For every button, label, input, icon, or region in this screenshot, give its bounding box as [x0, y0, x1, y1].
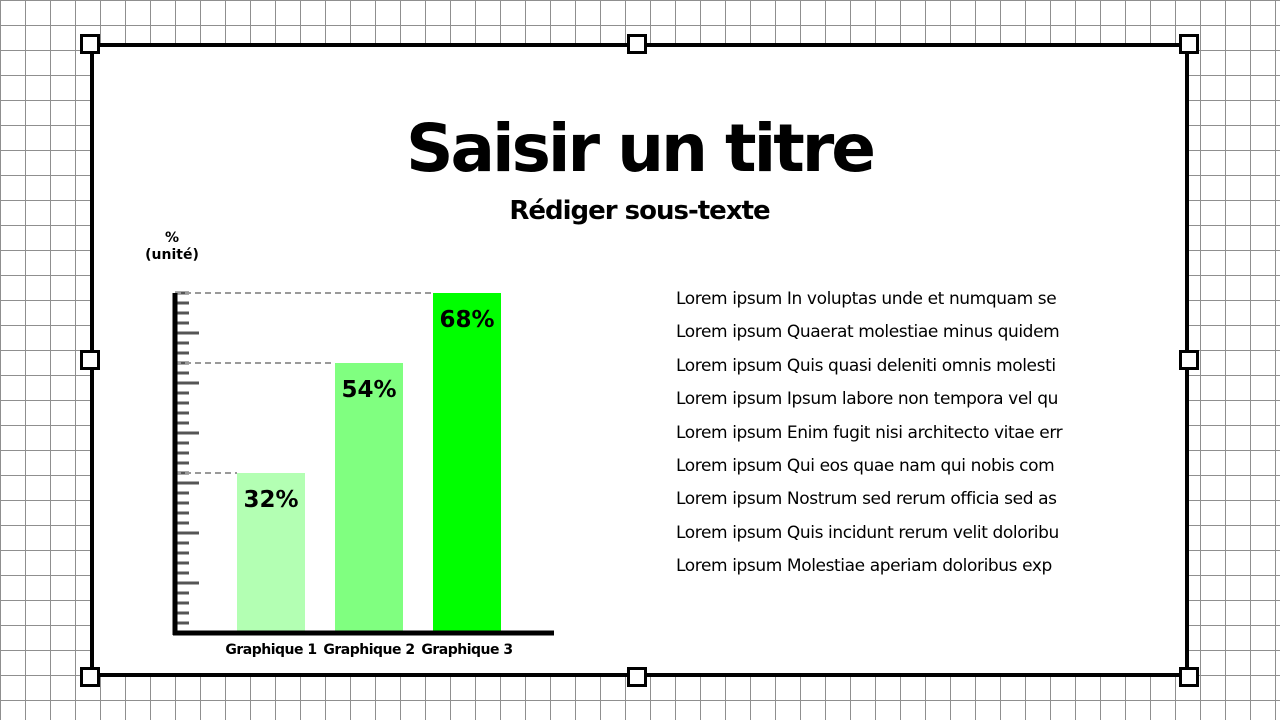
bar-value-label: 68% [439, 307, 494, 333]
text-line: Lorem ipsum Enim fugit nisi architecto v… [676, 422, 1063, 443]
resize-handle-bottom-right[interactable] [1179, 667, 1199, 687]
resize-handle-top-center[interactable] [627, 34, 647, 54]
bar [237, 473, 305, 633]
text-line: Lorem ipsum Nostrum sed rerum officia se… [676, 489, 1057, 510]
slide-title[interactable]: Saisir un titre [405, 110, 876, 187]
text-line: Lorem ipsum In voluptas unde et numquam … [676, 289, 1057, 309]
resize-handle-bottom-left[interactable] [80, 667, 100, 687]
x-axis-category-label: Graphique 1 [225, 642, 316, 658]
resize-handle-middle-right[interactable] [1179, 350, 1199, 370]
bar [433, 293, 501, 633]
y-axis-label-line: % [165, 230, 179, 246]
bar-chart: % (unité) 32% Graphique 1 54% Graphique 2 68% G… [145, 230, 554, 658]
body-text-list[interactable]: Lorem ipsum In voluptas unde et numquam … [676, 283, 1096, 584]
bar-value-label: 54% [341, 377, 396, 403]
slide-subtitle[interactable]: Rédiger sous-texte [509, 196, 770, 226]
text-line: Lorem ipsum Ipsum labore non tempora vel… [676, 389, 1058, 410]
slide-frame[interactable]: Saisir un titre Rédiger sous-texte % (uni… [90, 43, 1189, 677]
resize-handle-top-left[interactable] [80, 34, 100, 54]
text-line: Lorem ipsum Qui eos quae nam qui nobis c… [676, 455, 1055, 476]
y-axis-label-line: (unité) [145, 247, 199, 263]
resize-handle-top-right[interactable] [1179, 34, 1199, 54]
bar-value-label: 32% [243, 487, 298, 513]
resize-handle-middle-left[interactable] [80, 350, 100, 370]
text-line: Lorem ipsum Quaerat molestiae minus quid… [676, 322, 1060, 343]
bar [335, 363, 403, 633]
x-axis-category-label: Graphique 2 [323, 642, 414, 658]
y-axis-label: % (unité) [145, 230, 199, 263]
text-line: Lorem ipsum Quis quasi deleniti omnis mo… [676, 355, 1056, 376]
text-line: Lorem ipsum Quis incidunt rerum velit do… [676, 522, 1059, 543]
resize-handle-bottom-center[interactable] [627, 667, 647, 687]
text-line: Lorem ipsum Molestiae aperiam doloribus … [676, 556, 1052, 577]
x-axis-category-label: Graphique 3 [421, 642, 512, 658]
